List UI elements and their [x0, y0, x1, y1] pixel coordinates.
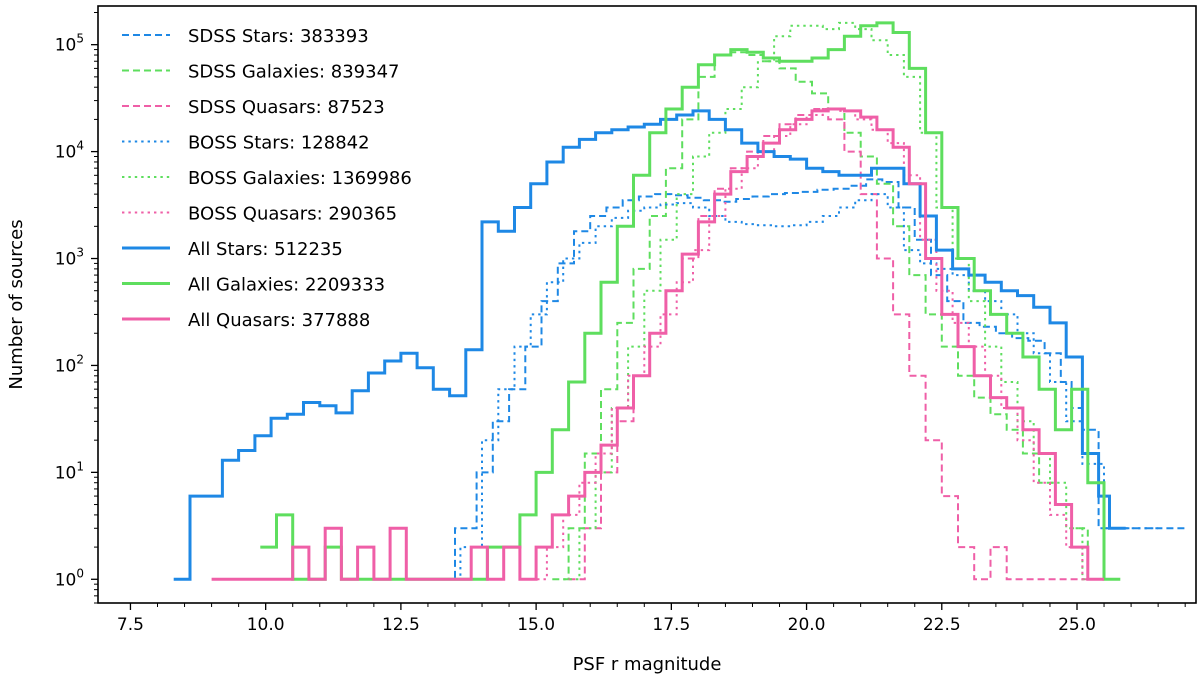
y-tick-label: 102 [55, 352, 84, 376]
series-line-8 [211, 107, 1104, 581]
legend-label: BOSS Quasars: 290365 [188, 204, 397, 225]
legend-label: SDSS Quasars: 87523 [188, 97, 385, 118]
y-tick-label: 103 [55, 246, 84, 270]
plot-frame [97, 5, 1197, 604]
legend-label: SDSS Galaxies: 839347 [188, 62, 399, 83]
legend-label: BOSS Galaxies: 1369986 [188, 168, 412, 189]
x-tick-label: 20.0 [788, 615, 826, 635]
legend-label: BOSS Stars: 128842 [188, 133, 370, 154]
x-axis-label: PSF r magnitude [573, 654, 722, 675]
series-line-2 [568, 108, 1088, 581]
legend-label: All Galaxies: 2209333 [188, 275, 385, 296]
y-tick-label: 105 [55, 32, 84, 56]
ticks-layer: 7.5 10.0 12.5 15.0 17.5 20.0 22.5 25.0 100 101 102… [55, 11, 1186, 635]
y-tick-label: 100 [55, 566, 84, 590]
legend-label: All Quasars: 377888 [188, 310, 370, 331]
legend-label: SDSS Stars: 383393 [188, 26, 369, 47]
legend: SDSS Stars: 383393 SDSS Galaxies: 839347 S… [122, 26, 412, 331]
series-line-0 [368, 178, 1186, 581]
series-line-6 [173, 109, 1126, 581]
x-tick-label: 12.5 [382, 615, 420, 635]
legend-label: All Stars: 512235 [188, 239, 343, 260]
x-tick-label: 17.5 [652, 615, 690, 635]
y-tick-label: 101 [55, 459, 84, 483]
x-tick-label: 7.5 [117, 615, 144, 635]
x-tick-label: 15.0 [517, 615, 555, 635]
series-line-1 [552, 51, 1104, 581]
series-layer [173, 21, 1186, 581]
series-line-3 [406, 193, 1159, 581]
series-line-7 [260, 21, 1121, 581]
x-tick-label: 10.0 [247, 615, 285, 635]
y-tick-label: 104 [55, 139, 84, 163]
x-tick-label: 22.5 [923, 615, 961, 635]
series-line-4 [563, 21, 1099, 581]
y-axis-label: Number of sources [6, 219, 27, 389]
x-tick-label: 25.0 [1058, 615, 1096, 635]
series-line-5 [530, 108, 1099, 581]
